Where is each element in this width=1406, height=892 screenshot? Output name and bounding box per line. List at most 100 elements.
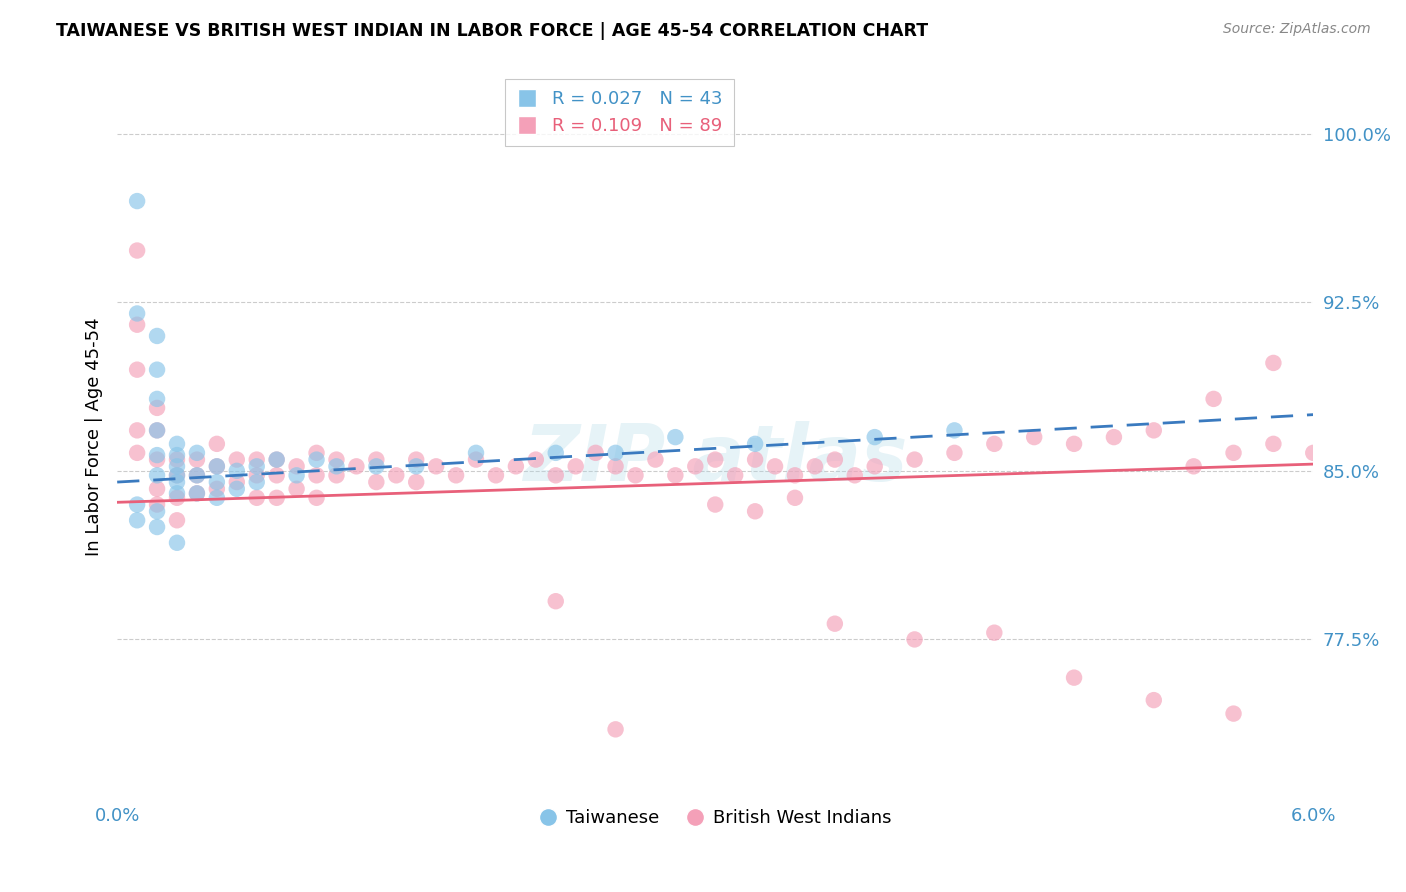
Point [186, 468, 208, 483]
Point [863, 430, 886, 444]
Point [166, 491, 188, 505]
Point [1263, 437, 1285, 451]
Point [903, 452, 925, 467]
Point [624, 468, 647, 483]
Point [146, 423, 169, 437]
Point [166, 475, 188, 489]
Point [205, 459, 228, 474]
Point [325, 459, 347, 474]
Point [127, 306, 149, 320]
Point [166, 486, 188, 500]
Point [366, 459, 388, 474]
Point [444, 468, 467, 483]
Point [246, 459, 269, 474]
Point [1222, 446, 1244, 460]
Point [305, 491, 328, 505]
Point [783, 491, 806, 505]
Point [724, 468, 747, 483]
Point [983, 437, 1005, 451]
Point [903, 632, 925, 647]
Point [146, 482, 169, 496]
Point [146, 498, 169, 512]
Point [305, 452, 328, 467]
Point [366, 452, 388, 467]
Point [166, 452, 188, 467]
Point [744, 452, 766, 467]
Point [186, 468, 208, 483]
Point [266, 452, 288, 467]
Point [405, 475, 427, 489]
Point [166, 459, 188, 474]
Point [127, 498, 149, 512]
Point [225, 464, 247, 478]
Point [366, 475, 388, 489]
Point [285, 482, 308, 496]
Point [305, 446, 328, 460]
Point [465, 446, 488, 460]
Point [524, 452, 547, 467]
Point [325, 452, 347, 467]
Point [783, 468, 806, 483]
Point [246, 452, 269, 467]
Point [205, 475, 228, 489]
Point [1222, 706, 1244, 721]
Point [544, 468, 567, 483]
Point [605, 723, 627, 737]
Point [544, 594, 567, 608]
Point [225, 482, 247, 496]
Point [763, 459, 786, 474]
Point [146, 392, 169, 406]
Point [664, 430, 686, 444]
Point [983, 625, 1005, 640]
Point [225, 452, 247, 467]
Point [146, 329, 169, 343]
Point [266, 491, 288, 505]
Point [564, 459, 586, 474]
Point [127, 423, 149, 437]
Point [205, 437, 228, 451]
Point [325, 468, 347, 483]
Point [246, 468, 269, 483]
Point [186, 486, 208, 500]
Point [285, 459, 308, 474]
Point [1302, 446, 1324, 460]
Point [585, 446, 607, 460]
Point [146, 468, 169, 483]
Point [166, 448, 188, 462]
Point [685, 459, 707, 474]
Text: ZIP atlas: ZIP atlas [523, 421, 907, 497]
Point [166, 513, 188, 527]
Point [127, 318, 149, 332]
Point [1143, 423, 1166, 437]
Point [405, 459, 427, 474]
Point [644, 452, 666, 467]
Point [943, 423, 966, 437]
Point [664, 468, 686, 483]
Point [544, 446, 567, 460]
Point [146, 504, 169, 518]
Point [704, 452, 727, 467]
Point [146, 401, 169, 415]
Point [1182, 459, 1205, 474]
Text: TAIWANESE VS BRITISH WEST INDIAN IN LABOR FORCE | AGE 45-54 CORRELATION CHART: TAIWANESE VS BRITISH WEST INDIAN IN LABO… [56, 22, 928, 40]
Point [186, 446, 208, 460]
Point [186, 486, 208, 500]
Point [744, 437, 766, 451]
Point [605, 446, 627, 460]
Y-axis label: In Labor Force | Age 45-54: In Labor Force | Age 45-54 [86, 318, 103, 557]
Point [704, 498, 727, 512]
Point [146, 520, 169, 534]
Point [127, 446, 149, 460]
Point [1063, 437, 1085, 451]
Point [1024, 430, 1046, 444]
Point [205, 491, 228, 505]
Point [1063, 671, 1085, 685]
Point [1263, 356, 1285, 370]
Point [266, 452, 288, 467]
Point [146, 362, 169, 376]
Point [166, 437, 188, 451]
Point [166, 468, 188, 483]
Point [405, 452, 427, 467]
Point [305, 468, 328, 483]
Text: Source: ZipAtlas.com: Source: ZipAtlas.com [1223, 22, 1371, 37]
